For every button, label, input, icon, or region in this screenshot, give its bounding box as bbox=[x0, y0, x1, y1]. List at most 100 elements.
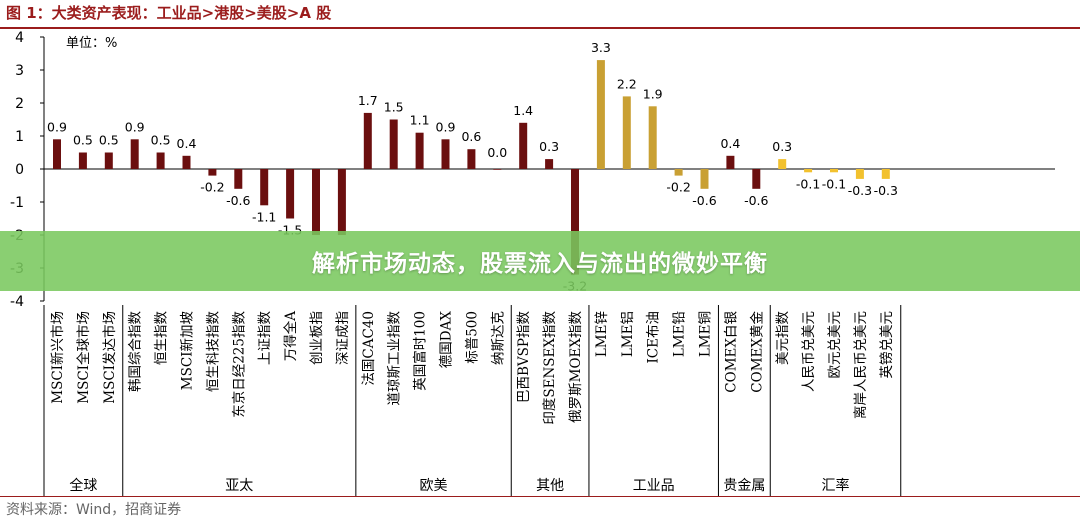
data-label: 1.7 bbox=[358, 93, 378, 108]
bar-万得全A bbox=[286, 169, 295, 219]
category-label: MSCI新加坡 bbox=[180, 311, 196, 391]
bar-离岸人民币兑美元 bbox=[855, 169, 864, 179]
category-label: LME铜 bbox=[698, 311, 714, 357]
bar-巴西BVSP指数 bbox=[519, 122, 528, 169]
data-label: -0.3 bbox=[848, 183, 872, 198]
bar-法国CAC40 bbox=[363, 112, 372, 169]
category-label: COMEX白银 bbox=[723, 311, 739, 393]
data-label: -0.2 bbox=[666, 180, 690, 195]
group-label: 亚太 bbox=[225, 478, 253, 494]
bar-人民币兑美元 bbox=[804, 169, 813, 173]
y-tick-label: -1 bbox=[10, 195, 24, 211]
bar-layer bbox=[53, 60, 890, 275]
data-label: 1.5 bbox=[384, 100, 404, 115]
bar-恒生指数 bbox=[156, 152, 165, 169]
y-tick-label: 1 bbox=[15, 129, 24, 145]
category-label: ICE布油 bbox=[646, 311, 662, 364]
category-label: 恒生指数 bbox=[154, 311, 170, 365]
bar-恒生科技指数 bbox=[208, 169, 217, 176]
y-tick-label: 4 bbox=[15, 30, 24, 46]
group-label: 其他 bbox=[536, 478, 564, 494]
bar-创业板指 bbox=[312, 169, 320, 235]
data-label: 0.5 bbox=[73, 133, 93, 148]
data-label: 0.4 bbox=[720, 136, 740, 151]
data-label: 0.9 bbox=[47, 119, 67, 134]
data-label: 1.4 bbox=[513, 103, 533, 118]
category-label: 韩国综合指数 bbox=[128, 311, 144, 392]
bar-LME铜 bbox=[700, 169, 709, 189]
bar-纳斯达克 bbox=[493, 169, 502, 170]
data-label: 0.4 bbox=[177, 136, 197, 151]
category-label: 道琼斯工业指数 bbox=[387, 311, 403, 406]
data-label: -0.6 bbox=[692, 193, 716, 208]
category-label: 上证指数 bbox=[257, 311, 273, 365]
category-label: 美元指数 bbox=[775, 311, 791, 365]
category-label: 纳斯达克 bbox=[490, 311, 506, 365]
bar-欧元兑美元 bbox=[830, 169, 838, 173]
category-layer: 全球 亚太 欧美 其他 工业品 贵金属 汇率 MSCI新兴市场 MSCI全球市场 MSCI发达市场… bbox=[43, 305, 902, 496]
bar-MSCI新加坡 bbox=[182, 155, 191, 169]
category-label: 万得全A bbox=[282, 311, 299, 361]
category-label: 德国DAX bbox=[439, 311, 455, 369]
title-rule bbox=[0, 27, 1080, 29]
category-label: COMEX黄金 bbox=[749, 311, 765, 393]
bar-MSCI全球市场 bbox=[78, 152, 87, 169]
banner-text: 解析市场动态，股票流入与流出的微妙平衡 bbox=[312, 251, 768, 277]
category-label: LME铅 bbox=[672, 311, 688, 357]
data-label: 2.2 bbox=[617, 76, 637, 91]
data-label: -0.1 bbox=[822, 176, 846, 191]
source-note: 资料来源：Wind，招商证券 bbox=[6, 502, 182, 518]
category-label: MSCI全球市场 bbox=[75, 311, 92, 404]
category-label: 俄罗斯MOEX指数 bbox=[568, 311, 584, 423]
category-label: 人民币兑美元 bbox=[801, 311, 817, 392]
category-label: LME锌 bbox=[594, 311, 610, 357]
group-label: 欧美 bbox=[420, 478, 448, 494]
bar-LME铅 bbox=[674, 169, 683, 176]
category-label: 深证成指 bbox=[335, 311, 351, 365]
data-label: 0.5 bbox=[99, 133, 119, 148]
bar-东京日经225指数 bbox=[234, 169, 243, 189]
bar-MSCI新兴市场 bbox=[53, 139, 61, 169]
bar-德国DAX bbox=[441, 139, 450, 169]
data-label: 1.9 bbox=[643, 86, 663, 101]
category-label: 创业板指 bbox=[309, 311, 325, 365]
data-label: 0.6 bbox=[461, 129, 481, 144]
category-label: MSCI新兴市场 bbox=[49, 311, 66, 404]
y-tick-label: 0 bbox=[15, 162, 24, 178]
category-label: 标普500 bbox=[464, 311, 480, 364]
category-label: 欧元兑美元 bbox=[827, 311, 843, 379]
bar-道琼斯工业指数 bbox=[389, 119, 398, 169]
category-label: 离岸人民币兑美元 bbox=[852, 311, 869, 419]
category-label: 恒生科技指数 bbox=[205, 311, 221, 392]
figure-title: 图 1：大类资产表现：工业品>港股>美股>A 股 bbox=[6, 4, 332, 22]
y-axis-unit-label: 单位：% bbox=[66, 36, 117, 51]
data-label: -0.3 bbox=[874, 183, 898, 198]
data-label: 0.9 bbox=[436, 119, 456, 134]
category-label: 法国CAC40 bbox=[361, 311, 377, 386]
bar-上证指数 bbox=[260, 169, 269, 206]
data-label: -0.6 bbox=[226, 193, 250, 208]
group-label: 贵金属 bbox=[723, 478, 765, 494]
data-label: 3.3 bbox=[591, 40, 611, 55]
group-label: 工业品 bbox=[633, 478, 675, 494]
category-label: 英国富时100 bbox=[412, 311, 429, 391]
data-label: 1.1 bbox=[410, 113, 430, 128]
bar-深证成指 bbox=[337, 169, 346, 235]
data-label: 0.0 bbox=[487, 145, 507, 160]
data-label: 0.9 bbox=[125, 119, 145, 134]
group-label: 汇率 bbox=[822, 477, 850, 494]
y-tick-label: -4 bbox=[10, 294, 24, 310]
category-label: 巴西BVSP指数 bbox=[516, 311, 532, 404]
bar-COMEX黄金 bbox=[752, 169, 761, 189]
data-label: 0.5 bbox=[151, 133, 171, 148]
bar-ICE布油 bbox=[648, 106, 657, 169]
bar-英国富时100 bbox=[415, 132, 424, 169]
group-label: 全球 bbox=[69, 477, 97, 494]
data-label: -0.6 bbox=[744, 193, 768, 208]
y-tick-label: 3 bbox=[15, 63, 24, 79]
bar-韩国综合指数 bbox=[130, 139, 139, 169]
data-label: -1.1 bbox=[252, 209, 276, 224]
overlay-banner: 解析市场动态，股票流入与流出的微妙平衡 bbox=[0, 231, 1080, 291]
bar-英镑兑美元 bbox=[881, 169, 890, 179]
bar-MSCI发达市场 bbox=[104, 152, 113, 169]
